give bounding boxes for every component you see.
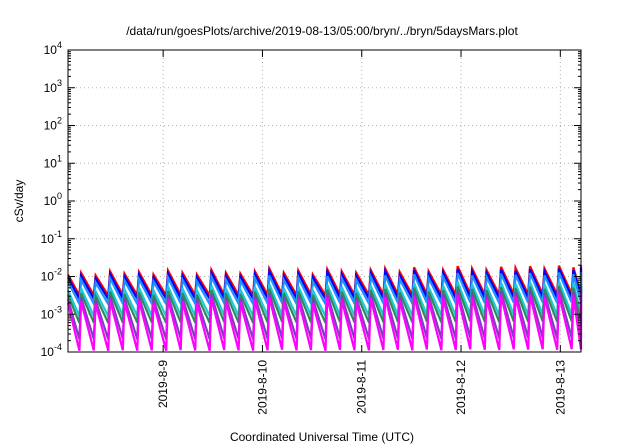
- y-tick-label: 10-4: [41, 342, 62, 359]
- y-tick-label: 100: [44, 191, 62, 208]
- y-tick-label: 103: [44, 78, 62, 95]
- y-tick-label: 104: [44, 40, 62, 57]
- series-line: [66, 280, 583, 321]
- x-tick-label: 2019-8-9: [156, 360, 170, 408]
- series-line: [67, 267, 583, 303]
- x-tick-label: 2019-8-13: [553, 360, 567, 415]
- y-tick-label: 10-2: [41, 267, 62, 284]
- chart-title: /data/run/goesPlots/archive/2019-08-13/0…: [126, 24, 518, 38]
- series-line: [66, 289, 583, 340]
- x-tick-label: 2019-8-10: [255, 360, 269, 415]
- series-line: [66, 285, 583, 324]
- y-tick-label: 10-1: [41, 229, 62, 246]
- series-group: [66, 263, 583, 352]
- y-tick-label: 10-3: [41, 304, 62, 321]
- x-axis-label: Coordinated Universal Time (UTC): [230, 430, 414, 444]
- y-tick-label: 101: [44, 153, 62, 170]
- series-line: [67, 272, 583, 309]
- x-tick-label: 2019-8-12: [454, 360, 468, 415]
- series-line: [67, 263, 583, 300]
- y-axis: 10-4 10-3 10-2 10-1 100 101 102 103 104: [41, 40, 581, 359]
- x-axis: 2019-8-9 2019-8-10 2019-8-11 2019-8-12 2019-…: [156, 50, 567, 415]
- series-line: [66, 293, 583, 352]
- x-tick-label: 2019-8-11: [355, 360, 369, 414]
- y-tick-label: 102: [44, 116, 62, 133]
- y-axis-label: cSv/day: [12, 180, 26, 223]
